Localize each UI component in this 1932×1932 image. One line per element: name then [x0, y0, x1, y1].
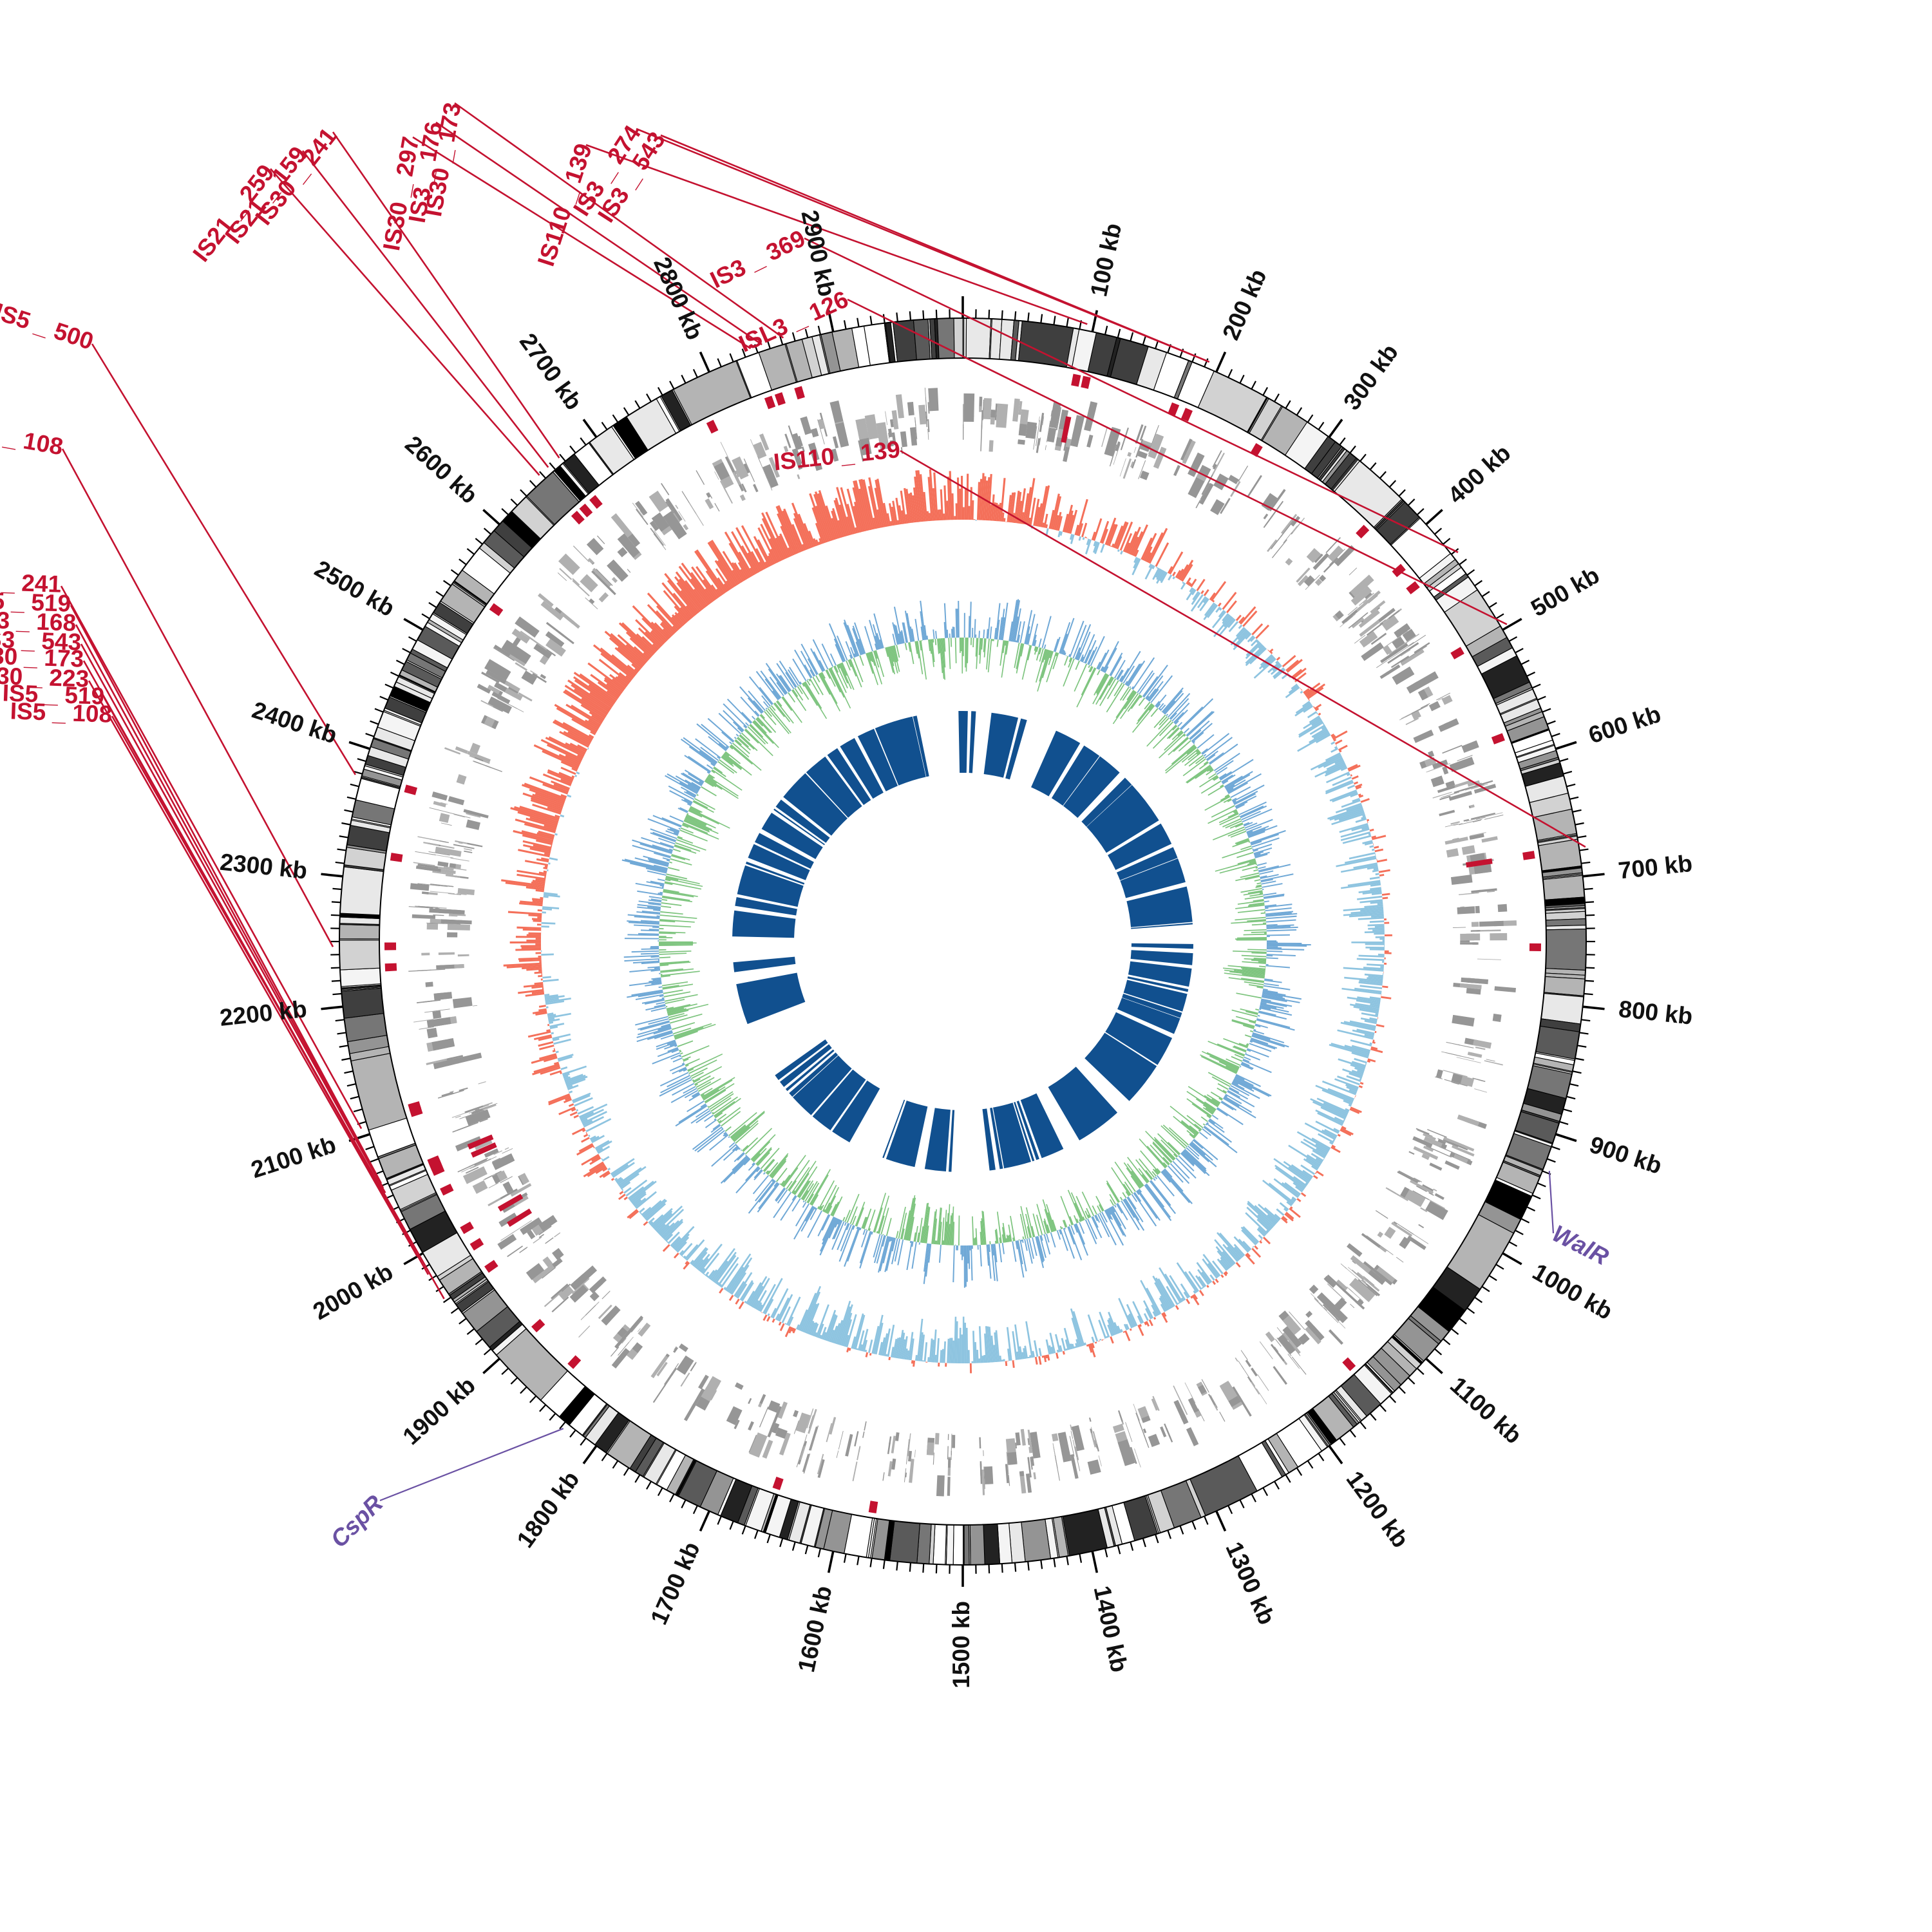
track-core-genome-ring	[732, 711, 1193, 1172]
is-label-leader-line	[585, 144, 1088, 325]
track-cds-forward-ring	[339, 317, 1587, 1566]
is-label-leader-line	[60, 585, 363, 1130]
is-element-label: IS30 _ 173	[0, 642, 84, 672]
track-gc-content-histogram	[621, 599, 1311, 1288]
is-label-leader-line	[70, 605, 382, 1184]
is-label-leader-line	[804, 237, 1459, 553]
axis-tick-label: 2300 kb	[219, 849, 308, 884]
is-label-leader-line	[454, 102, 784, 339]
axis-tick-label: 2700 kb	[515, 328, 587, 415]
axis-tick-label: 2100 kb	[248, 1131, 339, 1183]
is-label-leader-line	[660, 134, 1210, 363]
axis-tick-label: 600 kb	[1586, 701, 1664, 749]
axis-tick-label: 700 kb	[1617, 850, 1694, 884]
is-element-label: IS5 _ 500	[0, 298, 97, 355]
axis-tick-label: 900 kb	[1586, 1131, 1665, 1179]
axis-ticks	[321, 296, 1605, 1587]
axis-tick-label: 1800 kb	[512, 1466, 585, 1553]
axis-tick-label: 1400 kb	[1089, 1584, 1133, 1674]
is-label-leader-line	[88, 680, 419, 1257]
axis-tick-label: 1600 kb	[793, 1584, 837, 1674]
is-element-label: IS3 _ 543	[0, 625, 82, 656]
is-element-label: IS30 _ 223	[0, 662, 90, 692]
is-element-label: IS30 _ 241	[0, 567, 62, 598]
is-label-leader-line	[900, 450, 1586, 848]
is-label-leader-line	[332, 131, 560, 459]
track-is-element-marks	[384, 374, 1541, 1513]
gene-label-leader-line	[379, 1428, 564, 1502]
axis-tick-label: 2900 kb	[796, 208, 840, 299]
axis-tick-label: 800 kb	[1618, 996, 1694, 1030]
gene-name-labels: WalR CspR	[325, 1220, 1613, 1553]
axis-tick-label: 100 kb	[1085, 221, 1126, 299]
axis-tick-label: 2500 kb	[310, 555, 399, 621]
gene-label-leader-line	[1548, 1171, 1555, 1234]
is-label-leader-line	[61, 448, 334, 947]
is-label-leader-line	[435, 121, 762, 346]
is-label-leader-line	[75, 624, 384, 1189]
is-label-leader-line	[301, 150, 549, 468]
is-label-leader-line	[111, 715, 445, 1300]
axis-tick-label: 1200 kb	[1341, 1466, 1414, 1553]
axis-tick-label: 2400 kb	[249, 697, 340, 749]
is-element-label: IS5 _ 108	[0, 417, 65, 460]
axis-tick-label: 1300 kb	[1220, 1538, 1280, 1629]
is-label-leader-line	[270, 168, 540, 476]
gene-name-label: CspR	[325, 1490, 388, 1553]
axis-tick-label: 400 kb	[1443, 439, 1515, 509]
is-element-label: IS5 _ 519	[2, 679, 105, 710]
is-label-leader-line	[412, 136, 752, 350]
axis-tick-label: 2800 kb	[649, 253, 708, 344]
axis-tick-label: 200 kb	[1217, 265, 1271, 344]
axis-tick-label: 500 kb	[1526, 562, 1604, 621]
gene-name-label: WalR	[1548, 1220, 1613, 1270]
axis-tick-label: 1100 kb	[1445, 1372, 1527, 1449]
axis-tick-label: 1500 kb	[948, 1601, 974, 1689]
track-secondary-feature-ring	[408, 387, 1517, 1497]
is-element-label: IS5 _ 519	[0, 587, 71, 617]
axis-tick-label: 300 kb	[1338, 339, 1403, 415]
is-element-label: IS3 _ 168	[0, 606, 77, 636]
is-label-leader-line	[847, 298, 1508, 625]
label-leader-lines	[60, 102, 1586, 1502]
is-label-leader-line	[80, 643, 386, 1193]
axis-tick-label: 1700 kb	[645, 1538, 705, 1629]
is-element-label: IS110 _ 139	[772, 436, 902, 475]
axis-tick-label: 2000 kb	[308, 1258, 397, 1325]
is-element-label: IS3 _ 369	[706, 225, 809, 293]
is-element-label: IS5 _ 108	[10, 697, 113, 728]
track-gc-skew-histogram	[501, 469, 1392, 1374]
axis-tick-label: 1900 kb	[398, 1372, 480, 1450]
axis-tick-label: 2600 kb	[400, 431, 482, 509]
axis-tick-label: 1000 kb	[1528, 1258, 1617, 1325]
is-label-leader-line	[91, 343, 357, 775]
